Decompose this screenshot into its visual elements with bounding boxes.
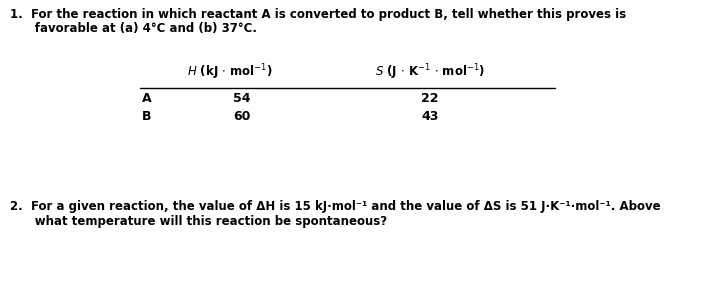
Text: $\it{H}$ (kJ $\cdot$ mol$^{-1}$): $\it{H}$ (kJ $\cdot$ mol$^{-1}$) (187, 62, 273, 81)
Text: favorable at (a) 4°C and (b) 37°C.: favorable at (a) 4°C and (b) 37°C. (10, 22, 257, 35)
Text: 43: 43 (421, 110, 439, 123)
Text: what temperature will this reaction be spontaneous?: what temperature will this reaction be s… (10, 215, 387, 228)
Text: $\it{S}$ (J $\cdot$ K$^{-1}$ $\cdot$ mol$^{-1}$): $\it{S}$ (J $\cdot$ K$^{-1}$ $\cdot$ mol… (375, 62, 485, 81)
Text: 22: 22 (421, 92, 439, 105)
Text: 2.  For a given reaction, the value of ΔH is 15 kJ·mol⁻¹ and the value of ΔS is : 2. For a given reaction, the value of ΔH… (10, 200, 661, 213)
Text: 60: 60 (233, 110, 251, 123)
Text: B: B (142, 110, 152, 123)
Text: 1.  For the reaction in which reactant A is converted to product B, tell whether: 1. For the reaction in which reactant A … (10, 8, 626, 21)
Text: 54: 54 (233, 92, 251, 105)
Text: A: A (142, 92, 152, 105)
